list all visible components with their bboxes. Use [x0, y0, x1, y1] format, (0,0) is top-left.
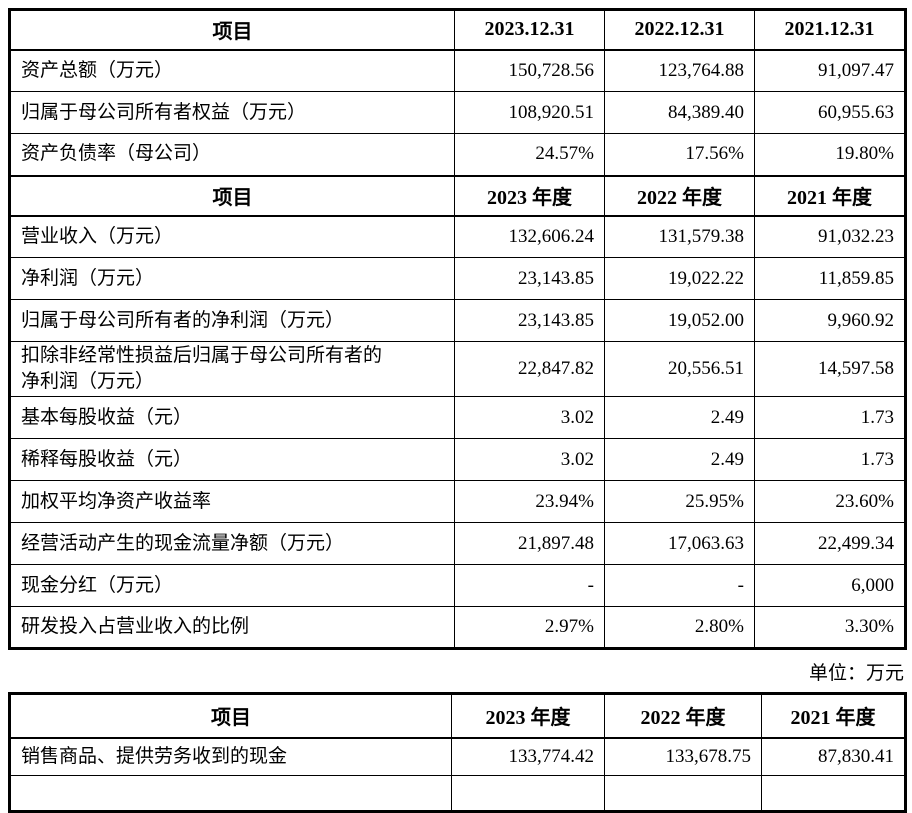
period-column-header: 2021 年度 — [761, 692, 906, 739]
value-cell: 3.02 — [454, 438, 605, 481]
row-label: 经营活动产生的现金流量净额（万元） — [9, 522, 455, 565]
value-cell: 23.60% — [754, 480, 906, 523]
table-row: 研发投入占营业收入的比例 2.97% 2.80% 3.30% — [9, 606, 906, 649]
table-row: 净利润（万元） 23,143.85 19,022.22 11,859.85 — [9, 257, 906, 300]
row-label: 归属于母公司所有者权益（万元） — [9, 91, 455, 134]
row-label: 净利润（万元） — [9, 257, 455, 300]
value-cell: 91,032.23 — [754, 215, 906, 258]
value-cell: 60,955.63 — [754, 91, 906, 134]
value-cell: 133,774.42 — [451, 737, 605, 776]
table-row: 稀释每股收益（元） 3.02 2.49 1.73 — [9, 438, 906, 481]
value-cell: 3.30% — [754, 606, 906, 649]
item-column-header: 项目 — [9, 174, 455, 217]
table-row: 资产负债率（母公司） 24.57% 17.56% 19.80% — [9, 133, 906, 176]
value-cell: 21,897.48 — [454, 522, 605, 565]
value-cell: 17.56% — [604, 133, 755, 176]
value-cell: 24.57% — [454, 133, 605, 176]
table-row: 归属于母公司所有者权益（万元） 108,920.51 84,389.40 60,955… — [9, 91, 906, 134]
period-column-header: 2021 年度 — [754, 174, 906, 217]
period-column-header: 2021.12.31 — [754, 8, 906, 51]
value-cell: 17,063.63 — [604, 522, 755, 565]
value-cell: 132,606.24 — [454, 215, 605, 258]
value-cell: 150,728.56 — [454, 49, 605, 92]
table-row: 资产总额（万元） 150,728.56 123,764.88 91,097.47 — [9, 49, 906, 92]
value-cell — [451, 775, 605, 812]
value-cell: 87,830.41 — [761, 737, 906, 776]
value-cell: 2.49 — [604, 396, 755, 439]
row-label: 资产总额（万元） — [9, 49, 455, 92]
period-column-header: 2023 年度 — [454, 174, 605, 217]
period-column-header: 2022 年度 — [604, 174, 755, 217]
row-label: 销售商品、提供劳务收到的现金 — [9, 737, 452, 776]
value-cell: - — [454, 564, 605, 607]
value-cell: 11,859.85 — [754, 257, 906, 300]
table-row: 加权平均净资产收益率 23.94% 25.95% 23.60% — [9, 480, 906, 523]
row-label: 稀释每股收益（元） — [9, 438, 455, 481]
value-cell — [604, 775, 762, 812]
value-cell: 19,022.22 — [604, 257, 755, 300]
value-cell: 22,847.82 — [454, 341, 605, 397]
value-cell: 6,000 — [754, 564, 906, 607]
table-row — [9, 775, 906, 812]
item-column-header: 项目 — [9, 8, 455, 51]
value-cell: 20,556.51 — [604, 341, 755, 397]
value-cell: 19,052.00 — [604, 299, 755, 342]
table-header-row: 项目 2023.12.31 2022.12.31 2021.12.31 — [9, 8, 906, 51]
row-label: 基本每股收益（元） — [9, 396, 455, 439]
table-row: 现金分红（万元） - -6,000 — [9, 564, 906, 607]
cash-flow-table: 项目 2023 年度 2022 年度 2021 年度 销售商品、提供劳务收到的现金 133… — [8, 692, 907, 813]
value-cell: 91,097.47 — [754, 49, 906, 92]
row-label: 加权平均净资产收益率 — [9, 480, 455, 523]
table-row: 归属于母公司所有者的净利润（万元） 23,143.85 19,052.00 9,960… — [9, 299, 906, 342]
value-cell: 23.94% — [454, 480, 605, 523]
row-label: 资产负债率（母公司） — [9, 133, 455, 176]
value-cell: 2.80% — [604, 606, 755, 649]
row-label: 归属于母公司所有者的净利润（万元） — [9, 299, 455, 342]
value-cell: 22,499.34 — [754, 522, 906, 565]
row-label — [9, 775, 452, 812]
table-header-row: 项目 2023 年度 2022 年度 2021 年度 — [9, 174, 906, 217]
value-cell: 123,764.88 — [604, 49, 755, 92]
value-cell: 3.02 — [454, 396, 605, 439]
table-row: 销售商品、提供劳务收到的现金 133,774.42 133,678.75 87,830… — [9, 737, 906, 776]
value-cell: 131,579.38 — [604, 215, 755, 258]
table-header-row: 项目 2023 年度 2022 年度 2021 年度 — [9, 692, 906, 739]
period-column-header: 2022 年度 — [604, 692, 762, 739]
financial-summary-table: 项目 2023.12.31 2022.12.31 2021.12.31 资产总额（万元）… — [8, 8, 907, 650]
value-cell: 14,597.58 — [754, 341, 906, 397]
table-row: 基本每股收益（元） 3.02 2.49 1.73 — [9, 396, 906, 439]
row-label: 研发投入占营业收入的比例 — [9, 606, 455, 649]
unit-note: 单位：万元 — [808, 663, 904, 684]
value-cell: 1.73 — [754, 396, 906, 439]
table-row: 营业收入（万元） 132,606.24 131,579.38 91,032.23 — [9, 215, 906, 258]
document-page: 项目 2023.12.31 2022.12.31 2021.12.31 资产总额（万元）… — [0, 8, 912, 813]
period-column-header: 2022.12.31 — [604, 8, 755, 51]
table-row: 经营活动产生的现金流量净额（万元） 21,897.48 17,063.63 22,49… — [9, 522, 906, 565]
value-cell: 23,143.85 — [454, 299, 605, 342]
item-column-header: 项目 — [9, 692, 452, 739]
value-cell: 2.49 — [604, 438, 755, 481]
row-label: 营业收入（万元） — [9, 215, 455, 258]
table-row: 扣除非经常性损益后归属于母公司所有者的 净利润（万元） 22,847.82 20,5… — [9, 341, 906, 397]
value-cell: 133,678.75 — [604, 737, 762, 776]
value-cell: 84,389.40 — [604, 91, 755, 134]
row-label: 扣除非经常性损益后归属于母公司所有者的 净利润（万元） — [9, 341, 455, 397]
value-cell: 25.95% — [604, 480, 755, 523]
value-cell: 19.80% — [754, 133, 906, 176]
row-label: 现金分红（万元） — [9, 564, 455, 607]
period-column-header: 2023.12.31 — [454, 8, 605, 51]
value-cell: 108,920.51 — [454, 91, 605, 134]
value-cell — [761, 775, 906, 812]
value-cell: - — [604, 564, 755, 607]
value-cell: 1.73 — [754, 438, 906, 481]
value-cell: 9,960.92 — [754, 299, 906, 342]
period-column-header: 2023 年度 — [451, 692, 605, 739]
value-cell: 2.97% — [454, 606, 605, 649]
value-cell: 23,143.85 — [454, 257, 605, 300]
